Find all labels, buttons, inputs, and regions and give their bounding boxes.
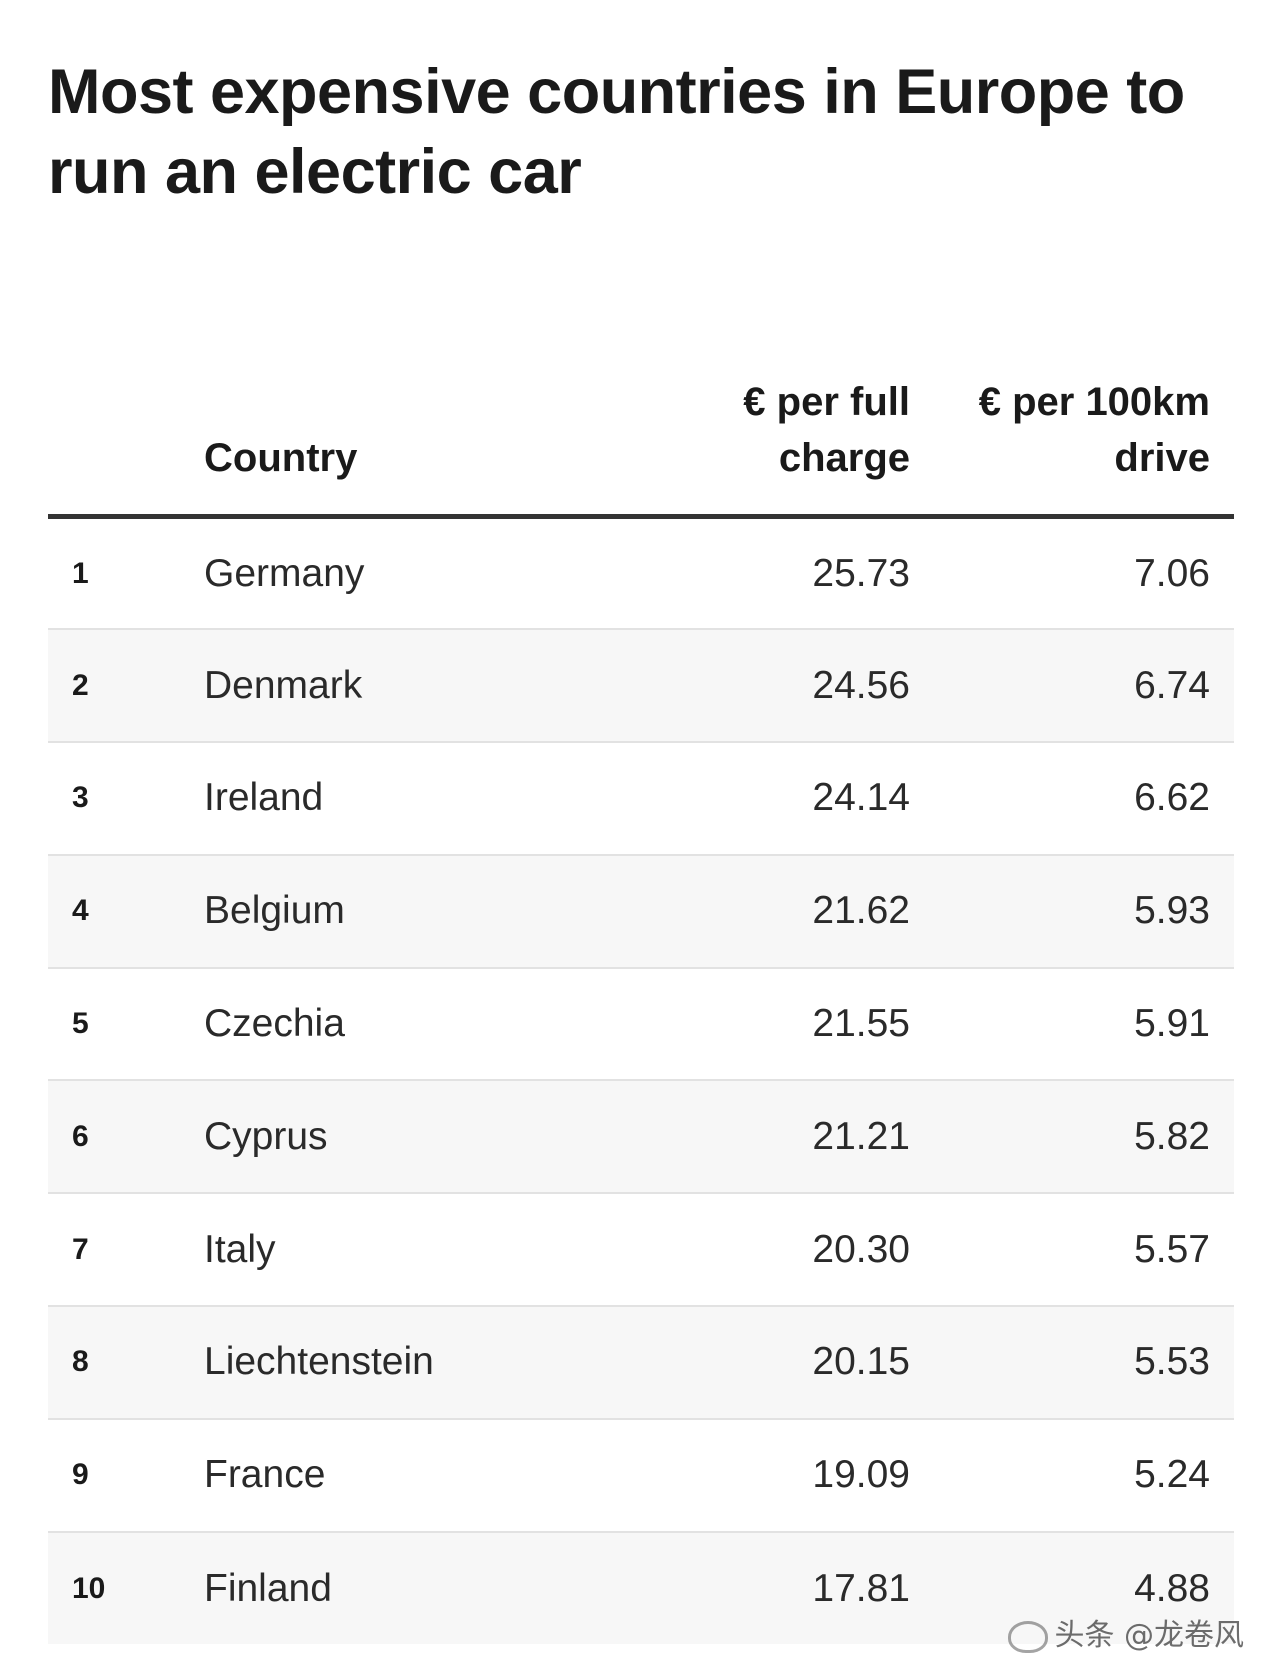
weibo-icon bbox=[1008, 1620, 1049, 1653]
row-per-100km-drive: 5.82 bbox=[910, 1080, 1234, 1195]
row-country: Germany bbox=[204, 516, 664, 631]
table-row: 3 Ireland 24.14 6.62 bbox=[48, 742, 1234, 856]
row-rank: 10 bbox=[48, 1531, 204, 1645]
row-country: Ireland bbox=[204, 742, 664, 856]
row-country: Czechia bbox=[204, 967, 664, 1082]
table-row: 7 Italy 20.30 5.57 bbox=[48, 1193, 1234, 1308]
chart-title: Most expensive countries in Europe to ru… bbox=[48, 57, 1185, 207]
header-country: Country bbox=[204, 282, 664, 519]
table-row: 5 Czechia 21.55 5.91 bbox=[48, 967, 1234, 1082]
row-country: Denmark bbox=[204, 629, 664, 744]
table-header: Country € per full charge € per 100km dr… bbox=[48, 282, 1234, 519]
table-row: 2 Denmark 24.56 6.74 bbox=[48, 629, 1234, 744]
table-row: 4 Belgium 21.62 5.93 bbox=[48, 854, 1234, 969]
row-rank: 4 bbox=[48, 854, 204, 969]
row-rank: 7 bbox=[48, 1193, 204, 1308]
row-per-full-charge: 21.62 bbox=[664, 854, 910, 969]
row-rank: 5 bbox=[48, 967, 204, 1082]
row-per-100km-drive: 5.57 bbox=[910, 1193, 1234, 1308]
chart-page: Most expensive countries in Europe to ru… bbox=[48, 0, 1234, 1645]
row-per-100km-drive: 6.74 bbox=[910, 629, 1234, 744]
row-per-full-charge: 24.56 bbox=[664, 629, 910, 744]
row-rank: 2 bbox=[48, 629, 204, 744]
row-rank: 8 bbox=[48, 1306, 204, 1420]
table-row: 10 Finland 17.81 4.88 bbox=[48, 1531, 1234, 1645]
row-per-100km-drive: 5.53 bbox=[910, 1306, 1234, 1420]
row-per-100km-drive: 4.88 bbox=[910, 1531, 1234, 1645]
row-per-full-charge: 21.55 bbox=[664, 967, 910, 1082]
watermark-text: 头条 @龙卷风 bbox=[1054, 1618, 1244, 1653]
table-row: 6 Cyprus 21.21 5.82 bbox=[48, 1080, 1234, 1195]
header-rank bbox=[48, 282, 204, 519]
table-row: 1 Germany 25.73 7.06 bbox=[48, 516, 1234, 631]
row-country: Cyprus bbox=[204, 1080, 664, 1195]
row-country: Liechtenstein bbox=[204, 1306, 664, 1420]
row-per-full-charge: 20.30 bbox=[664, 1193, 910, 1308]
row-country: Italy bbox=[204, 1193, 664, 1308]
row-rank: 6 bbox=[48, 1080, 204, 1195]
row-per-100km-drive: 5.91 bbox=[910, 967, 1234, 1082]
row-per-full-charge: 17.81 bbox=[664, 1531, 910, 1645]
header-row: Country € per full charge € per 100km dr… bbox=[48, 282, 1234, 519]
row-per-full-charge: 21.21 bbox=[664, 1080, 910, 1195]
row-rank: 9 bbox=[48, 1418, 204, 1533]
row-country: France bbox=[204, 1418, 664, 1533]
row-per-100km-drive: 5.24 bbox=[910, 1418, 1234, 1533]
header-per-100km-drive: € per 100km drive bbox=[910, 282, 1234, 519]
row-per-full-charge: 20.15 bbox=[664, 1306, 910, 1420]
table-body: 1 Germany 25.73 7.06 2 Denmark 24.56 6.74 3 Irela… bbox=[48, 516, 1234, 1645]
row-rank: 1 bbox=[48, 516, 204, 631]
row-country: Belgium bbox=[204, 854, 664, 969]
header-per-full-charge: € per full charge bbox=[664, 282, 910, 519]
row-per-full-charge: 25.73 bbox=[664, 516, 910, 631]
row-per-100km-drive: 7.06 bbox=[910, 516, 1234, 631]
data-table: Country € per full charge € per 100km dr… bbox=[48, 282, 1234, 1645]
table-row: 9 France 19.09 5.24 bbox=[48, 1418, 1234, 1533]
row-per-full-charge: 24.14 bbox=[664, 742, 910, 856]
watermark: 头条 @龙卷风 bbox=[1008, 1610, 1244, 1654]
row-per-100km-drive: 5.93 bbox=[910, 854, 1234, 969]
row-country: Finland bbox=[204, 1531, 664, 1645]
row-rank: 3 bbox=[48, 742, 204, 856]
row-per-full-charge: 19.09 bbox=[664, 1418, 910, 1533]
row-per-100km-drive: 6.62 bbox=[910, 742, 1234, 856]
table-row: 8 Liechtenstein 20.15 5.53 bbox=[48, 1306, 1234, 1420]
